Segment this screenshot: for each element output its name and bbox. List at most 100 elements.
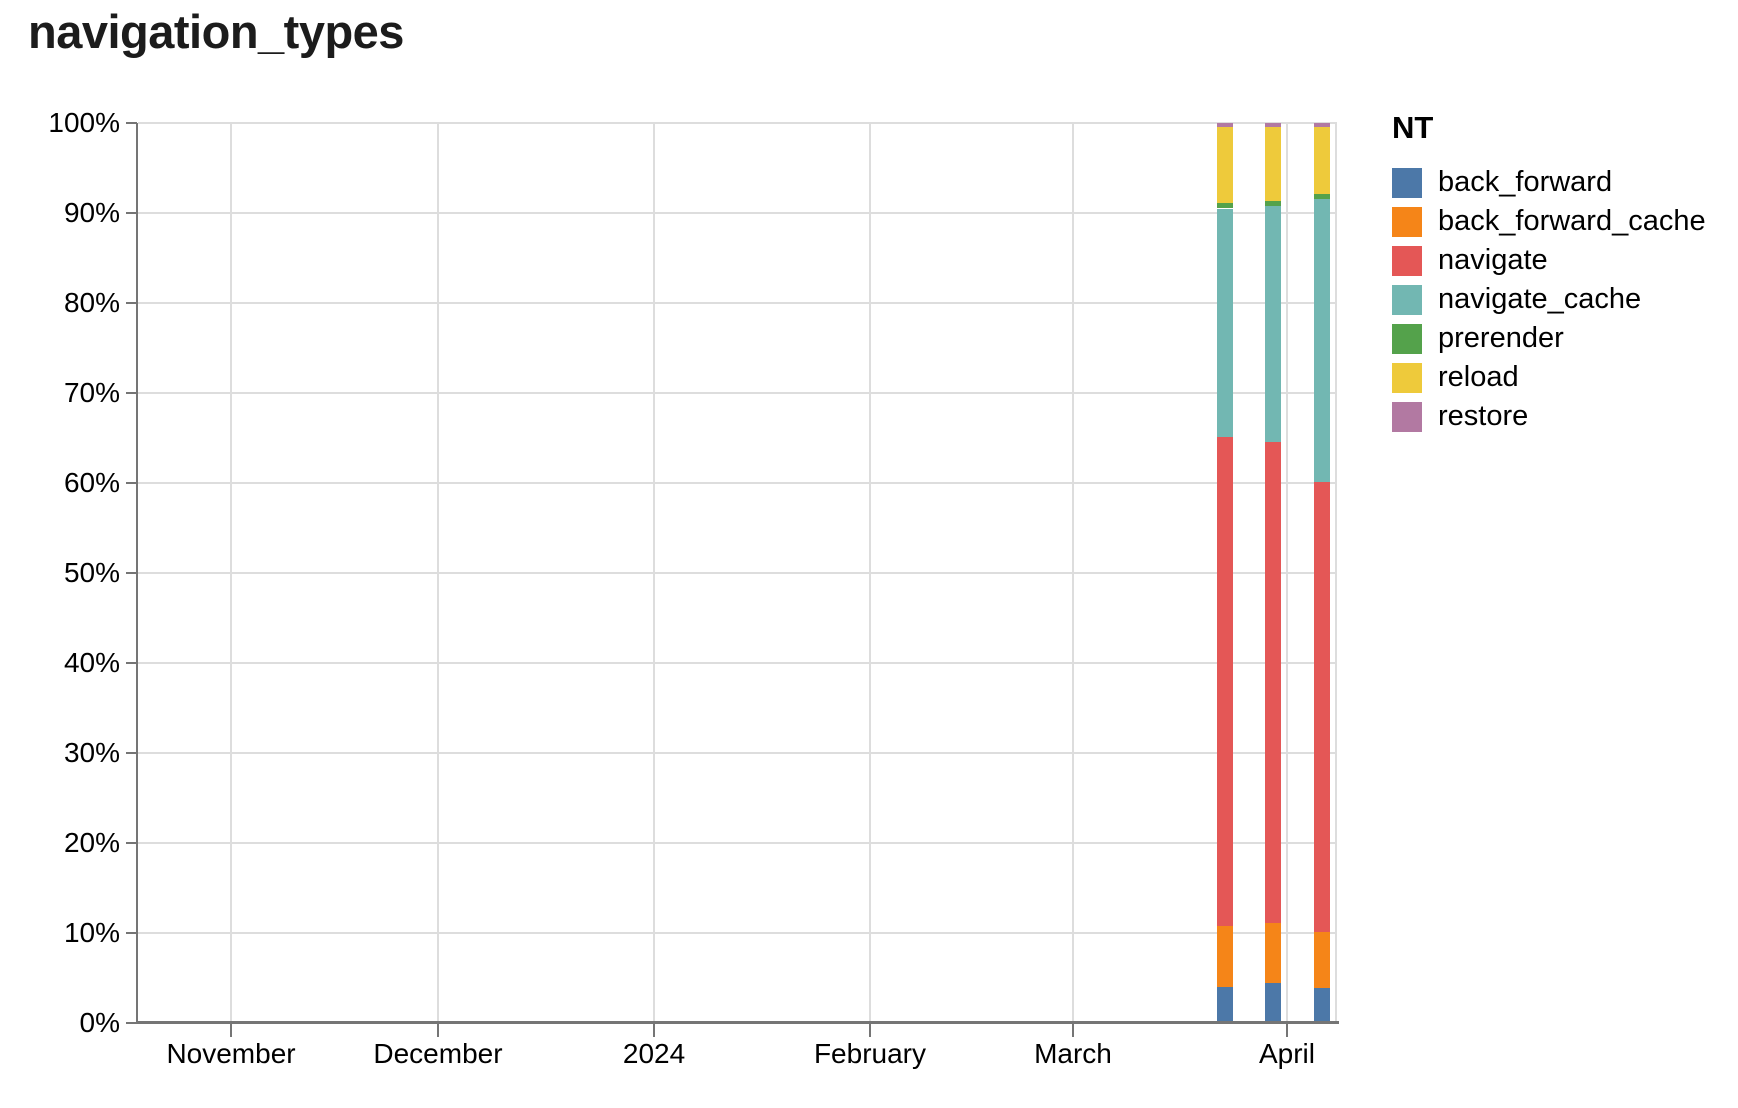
y-axis-label: 70% xyxy=(63,377,120,408)
x-axis-tick xyxy=(1286,1024,1288,1037)
y-gridline xyxy=(138,482,1337,484)
x-axis-tick xyxy=(653,1024,656,1037)
legend-item-reload: reload xyxy=(1392,358,1706,397)
y-axis-tick xyxy=(126,1022,137,1024)
legend-swatch-navigate xyxy=(1392,245,1422,276)
y-axis-tick xyxy=(126,932,137,934)
bar-segment-navigate[interactable] xyxy=(1265,441,1282,924)
bar-segment-back_forward_cache[interactable] xyxy=(1314,932,1330,988)
y-gridline xyxy=(138,392,1337,394)
legend-label: navigate xyxy=(1438,244,1548,276)
x-axis-line xyxy=(136,1021,1339,1024)
y-axis-label: 80% xyxy=(63,287,120,318)
legend-swatch-restore xyxy=(1392,401,1422,432)
x-axis-label: December xyxy=(373,1038,503,1069)
bar-segment-prerender[interactable] xyxy=(1216,203,1233,209)
bar-segment-reload[interactable] xyxy=(1314,126,1330,195)
legend-item-back_forward: back_forward xyxy=(1392,163,1706,202)
bar-segment-navigate[interactable] xyxy=(1216,437,1233,926)
y-gridline xyxy=(138,842,1337,844)
legend-label: prerender xyxy=(1438,322,1564,354)
bar-segment-restore[interactable] xyxy=(1265,123,1282,127)
y-axis-label: 50% xyxy=(63,557,120,588)
legend-swatch-navigate_cache xyxy=(1392,284,1422,315)
x-gridline xyxy=(436,123,439,1023)
bar-segment-restore[interactable] xyxy=(1314,123,1330,127)
bar-segment-navigate_cache[interactable] xyxy=(1216,208,1233,438)
y-axis-label: 20% xyxy=(63,827,120,858)
legend-label: back_forward xyxy=(1438,166,1613,198)
y-axis-tick xyxy=(126,212,137,214)
y-gridline xyxy=(138,662,1337,664)
y-gridline xyxy=(138,572,1337,574)
y-axis-tick xyxy=(126,122,137,124)
y-axis-label: 10% xyxy=(63,917,120,948)
y-axis-tick xyxy=(126,482,137,484)
x-axis-label: 2024 xyxy=(622,1038,686,1069)
bar-segment-prerender[interactable] xyxy=(1265,201,1282,206)
y-axis-label: 60% xyxy=(63,467,120,498)
bar-segment-back_forward_cache[interactable] xyxy=(1216,925,1233,987)
page-title: navigation_types xyxy=(28,5,404,58)
bar-segment-reload[interactable] xyxy=(1216,126,1233,204)
x-axis-tick xyxy=(1071,1024,1074,1037)
legend-swatch-back_forward_cache xyxy=(1392,206,1422,237)
bar-segment-restore[interactable] xyxy=(1216,123,1233,127)
y-axis-tick xyxy=(126,572,137,574)
y-gridline xyxy=(138,932,1337,934)
y-axis-tick xyxy=(126,752,137,754)
legend-label: navigate_cache xyxy=(1438,283,1642,315)
bar-segment-back_forward[interactable] xyxy=(1314,987,1330,1023)
legend-item-navigate_cache: navigate_cache xyxy=(1392,280,1706,319)
y-axis-tick xyxy=(126,302,137,304)
bar-segment-back_forward[interactable] xyxy=(1216,987,1233,1023)
y-axis-tick xyxy=(126,842,137,844)
y-axis-label: 0% xyxy=(79,1007,120,1038)
bar-segment-navigate_cache[interactable] xyxy=(1314,198,1330,483)
y-axis-tick xyxy=(126,662,137,664)
bar-segment-prerender[interactable] xyxy=(1314,194,1330,199)
plot-right-border xyxy=(1335,123,1337,1023)
legend-item-back_forward_cache: back_forward_cache xyxy=(1392,202,1706,241)
legend-swatch-prerender xyxy=(1392,323,1422,354)
y-axis-label: 100% xyxy=(48,107,120,138)
legend-title: NT xyxy=(1392,110,1434,145)
y-gridline xyxy=(138,212,1337,214)
legend-swatch-back_forward xyxy=(1392,167,1422,198)
x-axis-label: February xyxy=(813,1038,926,1069)
x-axis-tick xyxy=(868,1024,871,1037)
y-gridline xyxy=(138,302,1337,304)
x-axis-tick xyxy=(436,1024,439,1037)
x-gridline xyxy=(653,123,656,1023)
bar-segment-back_forward_cache[interactable] xyxy=(1265,923,1282,984)
x-gridline xyxy=(868,123,871,1023)
x-axis-label: April xyxy=(1258,1038,1315,1069)
y-axis-label: 90% xyxy=(63,197,120,228)
x-axis-tick xyxy=(230,1024,233,1037)
legend-label: reload xyxy=(1438,361,1519,393)
x-gridline xyxy=(1071,123,1074,1023)
y-gridline xyxy=(138,752,1337,754)
x-gridline xyxy=(1286,123,1288,1023)
x-axis-label: March xyxy=(1034,1038,1112,1069)
bar-segment-back_forward[interactable] xyxy=(1265,983,1282,1023)
legend-item-navigate: navigate xyxy=(1392,241,1706,280)
y-axis-line xyxy=(136,123,138,1024)
y-gridline xyxy=(138,122,1337,124)
x-gridline xyxy=(230,123,233,1023)
legend-item-prerender: prerender xyxy=(1392,319,1706,358)
y-axis-tick xyxy=(126,392,137,394)
legend-label: restore xyxy=(1438,400,1529,432)
legend-label: back_forward_cache xyxy=(1438,205,1706,237)
y-axis-label: 40% xyxy=(63,647,120,678)
legend-swatch-reload xyxy=(1392,362,1422,393)
bar-segment-navigate_cache[interactable] xyxy=(1265,205,1282,442)
bar-segment-navigate[interactable] xyxy=(1314,482,1330,933)
y-axis-label: 30% xyxy=(63,737,120,768)
bar-segment-reload[interactable] xyxy=(1265,126,1282,202)
x-axis-label: November xyxy=(166,1038,296,1069)
legend-item-restore: restore xyxy=(1392,397,1706,436)
legend-items: back_forward back_forward_cache navigate na… xyxy=(1392,163,1706,436)
